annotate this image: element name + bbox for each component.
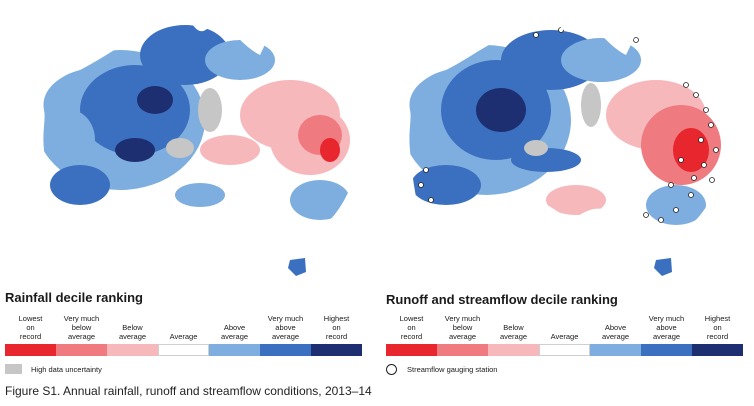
runoff-continent xyxy=(409,14,724,241)
legend-label: Very much below average xyxy=(63,314,100,341)
rainfall-tasmania xyxy=(288,258,306,276)
rainfall-legend-item-highest: Highest on record xyxy=(311,312,362,356)
legend-swatch xyxy=(488,344,539,356)
figure-caption: Figure S1. Annual rainfall, runoff and s… xyxy=(5,384,372,398)
legend-label: Below average xyxy=(499,323,528,341)
rainfall-legend-item-below: Below average xyxy=(107,312,158,356)
rainfall-legend-item-very-much-above: Very much above average xyxy=(260,312,311,356)
runoff-legend-item-lowest: Lowest on record xyxy=(386,312,437,356)
legend-swatch xyxy=(209,344,260,356)
runoff-legend: Lowest on record Very much below average… xyxy=(386,312,743,356)
rainfall-legend-item-lowest: Lowest on record xyxy=(5,312,56,356)
legend-label: Lowest on record xyxy=(18,314,43,341)
legend-label: Highest on record xyxy=(323,314,350,341)
legend-swatch xyxy=(5,344,56,356)
runoff-legend-item-above: Above average xyxy=(590,312,641,356)
rainfall-legend: Lowest on record Very much below average… xyxy=(5,312,362,356)
rainfall-legend-item-average: Average xyxy=(158,312,209,356)
legend-swatch xyxy=(260,344,311,356)
runoff-legend-item-below: Below average xyxy=(488,312,539,356)
legend-swatch xyxy=(107,344,158,356)
rainfall-legend-item-above: Above average xyxy=(209,312,260,356)
gauging-station-label: Streamflow gauging station xyxy=(407,365,498,374)
legend-label: Average xyxy=(169,332,198,341)
rainfall-map xyxy=(43,14,358,276)
legend-swatch xyxy=(437,344,488,356)
legend-swatch xyxy=(641,344,692,356)
runoff-tasmania xyxy=(654,258,672,276)
legend-label: Lowest on record xyxy=(399,314,424,341)
uncertainty-label: High data uncertainty xyxy=(31,364,102,374)
legend-label: Above average xyxy=(220,323,249,341)
uncertainty-swatch xyxy=(5,364,22,374)
rainfall-legend-title: Rainfall decile ranking xyxy=(5,290,143,305)
legend-label: Average xyxy=(550,332,579,341)
gauging-station-legend: Streamflow gauging station xyxy=(386,364,497,375)
gauging-stations xyxy=(418,27,719,223)
rainfall-legend-item-very-much-below: Very much below average xyxy=(56,312,107,356)
legend-label: Very much above average xyxy=(648,314,685,341)
runoff-legend-item-average: Average xyxy=(539,312,590,356)
legend-swatch xyxy=(56,344,107,356)
legend-swatch xyxy=(158,344,209,356)
runoff-legend-title: Runoff and streamflow decile ranking xyxy=(386,292,618,307)
gauging-station-icon xyxy=(386,364,397,375)
legend-label: Highest on record xyxy=(704,314,731,341)
legend-swatch xyxy=(311,344,362,356)
runoff-map xyxy=(409,14,724,276)
legend-swatch xyxy=(590,344,641,356)
legend-label: Very much below average xyxy=(444,314,481,341)
runoff-legend-item-very-much-above: Very much above average xyxy=(641,312,692,356)
legend-label: Very much above average xyxy=(267,314,304,341)
legend-swatch xyxy=(539,344,590,356)
runoff-legend-item-very-much-below: Very much below average xyxy=(437,312,488,356)
legend-swatch xyxy=(692,344,743,356)
rainfall-continent xyxy=(43,14,358,241)
legend-label: Above average xyxy=(601,323,630,341)
uncertainty-legend: High data uncertainty xyxy=(5,364,102,374)
legend-swatch xyxy=(386,344,437,356)
legend-label: Below average xyxy=(118,323,147,341)
runoff-legend-item-highest: Highest on record xyxy=(692,312,743,356)
